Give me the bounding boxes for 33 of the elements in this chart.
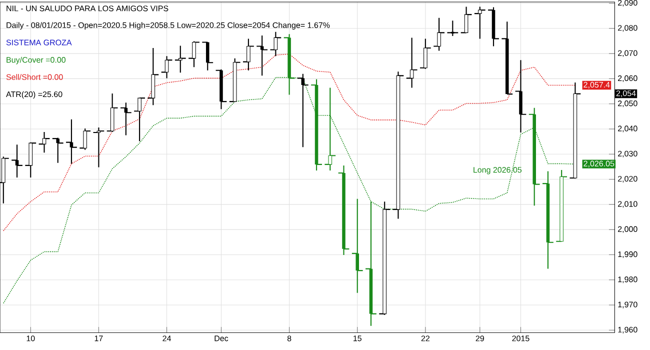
x-tick-label: 10 xyxy=(26,336,35,342)
y-tick-label: 2,000 xyxy=(618,226,638,233)
y-tick-label: 1,970 xyxy=(618,302,638,308)
y-tick-label: 2,050 xyxy=(618,100,638,108)
x-tick-label: 17 xyxy=(94,336,103,342)
y-tick-label: 2,060 xyxy=(618,75,638,82)
data-label: 2,057.4 xyxy=(584,82,610,89)
annotation: Long 2026.05 xyxy=(474,167,522,174)
y-tick-label: 2,030 xyxy=(618,150,638,158)
x-tick-label: Dec xyxy=(214,336,228,342)
annotation: Sell/Short =0.00 xyxy=(6,74,63,80)
y-tick-label: 1,960 xyxy=(618,326,638,334)
annotation: Buy/Cover =0.00 xyxy=(6,56,66,64)
y-tick-label: 2,080 xyxy=(618,25,638,32)
y-tick-label: 2,010 xyxy=(618,201,638,208)
x-tick-label: 2015 xyxy=(512,336,530,342)
y-tick-label: 2,020 xyxy=(618,176,638,183)
annotation: ATR(20) =25.60 xyxy=(6,91,62,99)
x-tick-label: 24 xyxy=(162,336,171,342)
chart-title: NIL - UN SALUDO PARA LOS AMIGOS VIPS xyxy=(6,6,168,12)
y-tick-label: 2,070 xyxy=(618,50,638,57)
y-tick-label: 1,980 xyxy=(618,276,638,284)
x-tick-label: 29 xyxy=(476,336,484,342)
x-tick-label: 22 xyxy=(421,336,430,342)
y-tick-label: 1,990 xyxy=(618,251,638,258)
text: Daily - 08/01/2015 - Open=2020.5 High=2058.5 Low=2020.25 Close=2054 Change= 1.67% xyxy=(6,22,330,30)
data-label: 2,026.05 xyxy=(584,160,614,168)
x-tick-label: 15 xyxy=(354,336,362,342)
annotation: SISTEMA GROZA xyxy=(6,40,72,46)
y-tick-label: 2,040 xyxy=(618,126,638,132)
x-tick-label: 8 xyxy=(287,336,292,342)
text: 2,054 xyxy=(616,90,636,98)
y-tick-label: 2,090 xyxy=(618,0,638,7)
